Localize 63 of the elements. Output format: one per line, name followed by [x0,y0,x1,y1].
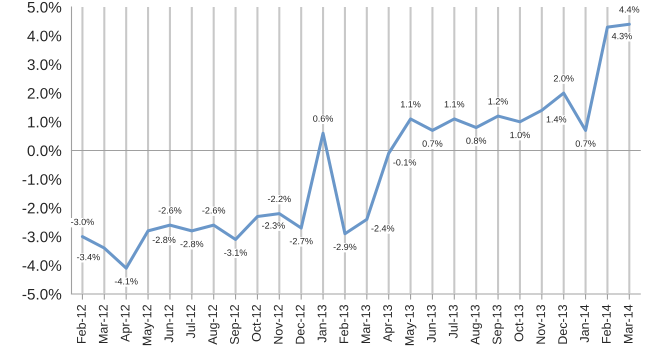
text: -3.4% [76,254,100,260]
text: 0.7% [422,140,442,147]
y-tick-label: 5.0% [28,2,62,13]
x-tick-label: Dec-13 [558,304,568,344]
y-tick-label: 4.0% [27,30,62,42]
text: -2.2% [268,196,291,202]
text: -2.8% [180,240,204,248]
text: 4.3% [612,32,632,40]
text: 1.4% [546,116,566,122]
text: 0.6% [313,115,334,122]
x-tick-label: Aug-13 [470,304,482,345]
text: -2.4% [371,225,394,232]
text: 4.4% [619,6,640,13]
text: -2.3% [262,222,285,229]
text: 2.0% [554,75,574,82]
x-tick-label: Sep-13 [492,304,504,344]
y-tick-label: -4.0% [22,260,62,271]
x-tick-label: Sep-12 [230,305,242,344]
text: -4.1% [114,278,138,284]
x-tick-label: Feb-13 [339,304,348,343]
y-tick-label: 1.0% [28,116,62,128]
text: 1.1% [400,101,421,108]
x-tick-label: Oct-13 [514,304,524,342]
x-tick-label: Jun-12 [164,305,174,342]
y-tick-label: -2.0% [22,202,62,214]
text: 1.1% [444,101,464,108]
x-tick-label: May-13 [405,304,416,346]
x-tick-label: Jul-12 [186,305,196,338]
text: 0.8% [466,138,486,144]
x-tick-label: Feb-14 [602,304,611,343]
text: -3.1% [224,249,248,256]
text: -2.6% [202,207,226,214]
x-tick-label: Apr-13 [383,304,395,342]
x-tick-label: Nov-12 [274,305,283,344]
x-tick-label: Mar-12 [98,305,108,343]
text: -2.9% [334,244,356,250]
text: 0.7% [576,140,596,147]
text: -2.8% [152,236,176,244]
text: -2.6% [158,207,182,214]
y-tick-label: 2.0% [28,88,62,99]
x-tick-label: Nov-13 [536,304,546,344]
x-tick-label: Mar-14 [624,304,633,343]
x-tick-label: Jan-13 [318,304,326,342]
x-tick-label: Jul-13 [448,304,458,338]
y-tick-label: -5.0% [22,288,62,300]
x-tick-label: Oct-12 [252,305,261,342]
text: 1.0% [510,132,530,138]
text: -2.7% [290,238,313,244]
x-tick-label: Apr-12 [120,305,132,342]
text: -3.0% [71,218,94,226]
x-tick-label: Jun-13 [426,304,436,342]
x-tick-label: Feb-12 [76,305,86,343]
y-tick-label: 0.0% [28,145,62,156]
y-tick-label: -3.0% [22,231,62,242]
x-tick-label: May-12 [142,305,154,346]
text: -0.1% [393,159,416,166]
x-tick-label: Mar-13 [361,304,370,343]
x-tick-label: Aug-12 [208,305,220,345]
x-tick-label: Dec-12 [296,305,305,344]
y-tick-label: -1.0% [22,174,62,185]
text: 1.2% [488,98,508,105]
y-tick-label: 3.0% [28,59,62,70]
x-tick-label: Jan-14 [580,304,589,342]
